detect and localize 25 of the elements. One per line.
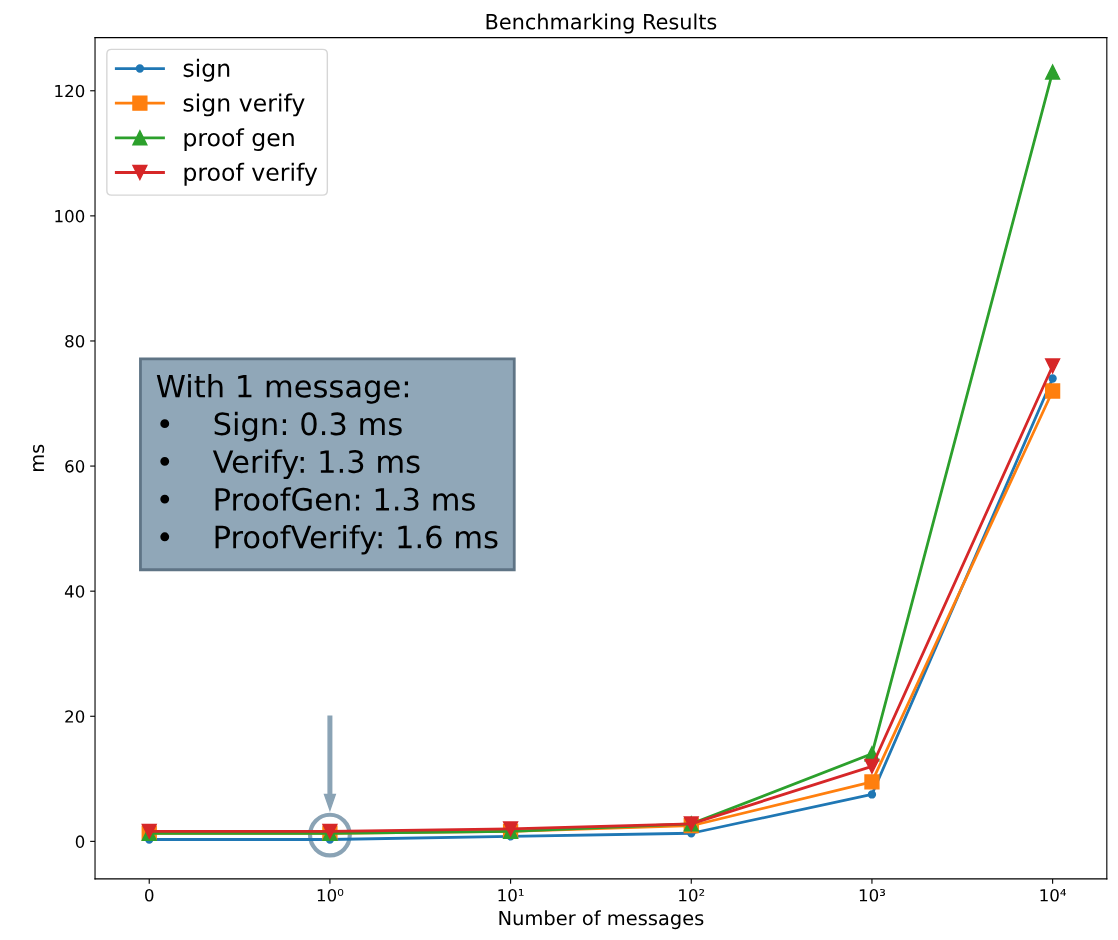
x-tick-label: 10³ (859, 888, 886, 902)
y-axis-title: ms (33, 444, 45, 472)
x-tick-label: 10¹ (498, 888, 524, 902)
y-tick-label: 100 (55, 209, 85, 223)
y-tick-label: 80 (65, 334, 85, 348)
annotation: • Verify: 1.3 ms (160, 449, 420, 480)
x-tick-label: 0 (145, 888, 154, 902)
legend-label: proof verify (184, 162, 318, 186)
y-tick-label: 40 (64, 585, 85, 598)
y-tick-label: 20 (65, 710, 85, 723)
chart-title: Benchmarking Results (486, 13, 717, 34)
annotation: • ProofGen: 1.3 ms (160, 487, 475, 511)
y-tick-label: 60 (65, 460, 85, 473)
legend-label: proof gen (184, 128, 294, 152)
annotation: • Sign: 0.3 ms (160, 411, 402, 442)
annotation: With 1 message: (156, 374, 409, 404)
annotation: • ProofVerify: 1.6 ms (160, 524, 498, 555)
y-tick-label: 120 (55, 84, 85, 98)
x-axis-title: Number of messages (499, 910, 704, 930)
legend-label: sign verify (183, 93, 305, 117)
x-tick-label: 10² (679, 888, 705, 902)
x-tick-label: 10⁴ (1040, 888, 1067, 902)
x-tick-label: 10⁰ (317, 888, 344, 902)
y-tick-label: 0 (75, 835, 85, 848)
legend-label: sign (183, 58, 230, 82)
